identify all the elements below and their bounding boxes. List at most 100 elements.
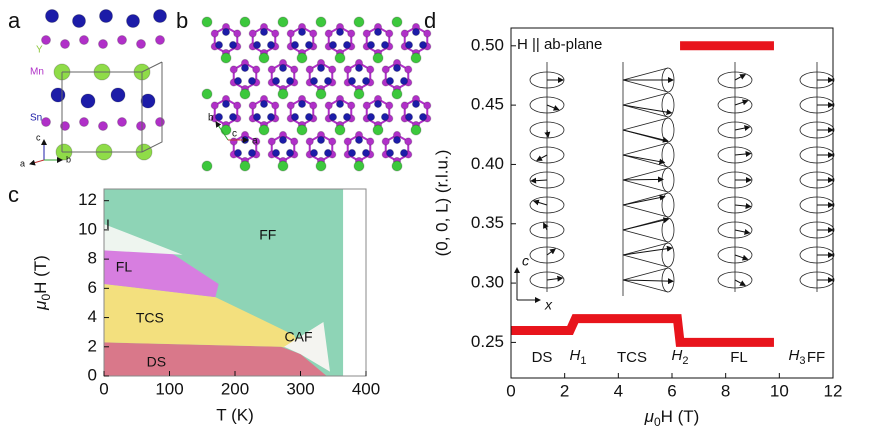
atom [215,113,222,120]
atom [278,89,288,99]
axis-label: μ0H (T) [31,255,53,311]
axis-label: (0, 0, L) (r.l.u.) [432,150,451,257]
atom [363,102,370,109]
spin [735,205,751,207]
atom [118,36,127,45]
spin [623,219,668,230]
atom [317,64,324,71]
field-sub: 3 [799,355,805,367]
frame-axis-label: x [544,297,553,313]
atom [424,30,431,37]
x-tick-label: 100 [155,379,183,398]
phase-label: DS [532,349,553,366]
atom [99,122,108,131]
atom [354,17,364,27]
atom [355,136,362,143]
atom-label: Mn [30,67,44,78]
atom [411,125,421,135]
atom [202,89,212,99]
atom [291,138,298,145]
atom [297,53,307,63]
atom [411,53,421,63]
panel-label: b [176,8,188,33]
y-tick-label: 0.25 [471,332,504,351]
y-tick-label: 2 [88,336,97,355]
phase-label: FL [730,349,748,366]
spin-cone [623,93,668,117]
atom [325,102,332,109]
atom [393,136,400,143]
frame-axis-label: c [522,253,529,269]
atom [51,88,65,102]
axis-label: H3 [789,347,806,367]
atom [336,100,343,107]
spin [735,75,745,80]
atom [324,149,331,156]
panel-label: c [8,182,19,207]
label-rest: H (T) [661,407,700,426]
atom [221,125,231,135]
spin [623,197,665,205]
atom [137,40,146,49]
y-tick-label: 10 [78,219,97,238]
field-sub: 2 [682,355,688,367]
y-tick-label: 0.45 [471,95,504,114]
atom-label: Sn [30,113,42,124]
atom [291,113,298,120]
x-tick-label: 8 [721,381,730,400]
atom [386,77,393,84]
spin [537,155,547,160]
atom [272,149,279,156]
atom [248,149,255,156]
atom [111,88,125,102]
x-tick-label: 200 [221,379,249,398]
atom [202,161,212,171]
atom [382,66,389,73]
atom [367,113,374,120]
atom [343,113,350,120]
atom [234,149,241,156]
atom [310,102,317,109]
x-tick-label: 4 [614,381,623,400]
atom [81,94,95,108]
phase-label: FL [116,259,133,275]
axis-letter: a [20,158,25,168]
panel-label: d [424,8,436,33]
spin [735,101,748,105]
atom [363,30,370,37]
atom [392,161,402,171]
atom [400,149,407,156]
atom [335,53,345,63]
atom [253,113,260,120]
x-tick-label: 6 [667,381,676,400]
atom [240,161,250,171]
atom [405,41,412,48]
spin [547,278,562,280]
y-tick-label: 4 [88,307,97,326]
atom [324,77,331,84]
label-rest: H (T) [31,255,50,294]
phase-label: DS [147,354,166,370]
axis-letter: c [232,129,237,140]
atom [424,102,431,109]
atom [305,113,312,120]
atom [386,102,393,109]
atom [393,64,400,71]
field-symbol: H [789,347,800,364]
atom [367,41,374,48]
atom [305,41,312,48]
atom [362,149,369,156]
atom [297,125,307,135]
atom [400,77,407,84]
panel-label: a [8,8,21,33]
atom [335,125,345,135]
y-tick-label: 6 [88,278,97,297]
atom [344,138,351,145]
crystal-structure-b: bca [202,17,431,171]
field-sub: 1 [580,355,586,367]
atom [298,28,305,35]
atom [329,138,336,145]
atom [259,125,269,135]
y-tick-label: 0.40 [471,154,504,173]
